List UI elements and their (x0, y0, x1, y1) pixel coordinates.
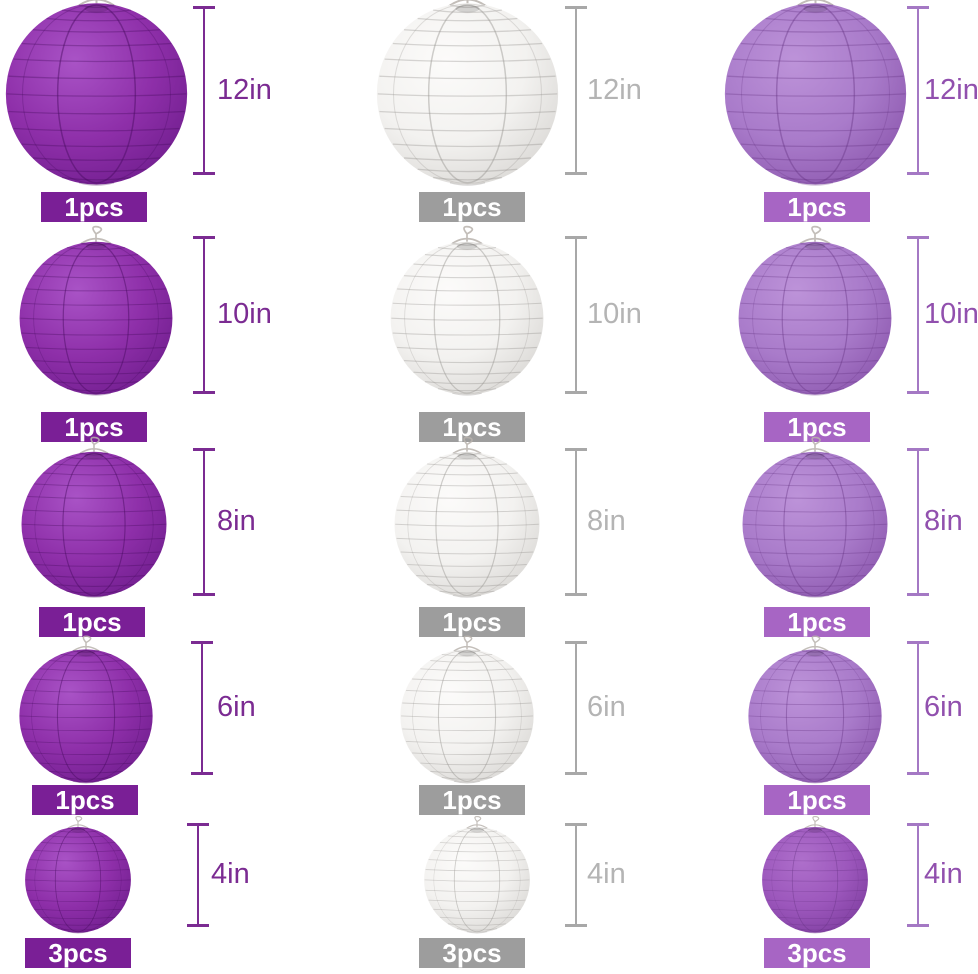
quantity-badge: 1pcs (32, 785, 138, 815)
size-label: 6in (587, 691, 626, 723)
height-ruler (565, 448, 587, 596)
height-ruler (187, 823, 209, 927)
quantity-badge: 1pcs (764, 785, 870, 815)
light-purple-lantern-image (762, 815, 868, 934)
quantity-badge: 3pcs (764, 938, 870, 968)
height-ruler (907, 6, 929, 175)
light-purple-lantern-image (724, 0, 906, 187)
lantern-cell: 12in 1pcs (326, 0, 652, 228)
size-label: 4in (924, 858, 963, 890)
height-ruler (565, 823, 587, 927)
height-ruler (565, 236, 587, 394)
height-ruler (565, 641, 587, 775)
lantern-cell: 6in 1pcs (326, 635, 652, 820)
quantity-badge: 1pcs (764, 192, 870, 222)
dark-purple-lantern-image (19, 225, 173, 396)
height-ruler (907, 448, 929, 596)
size-label: 10in (217, 298, 272, 330)
light-purple-lantern-image (748, 635, 882, 784)
lantern-cell: 4in 3pcs (326, 815, 652, 974)
size-label: 12in (587, 73, 642, 106)
size-label: 10in (587, 298, 642, 330)
size-label: 4in (211, 858, 250, 890)
lantern-cell: 8in 1pcs (0, 436, 326, 640)
quantity-badge: 3pcs (25, 938, 131, 968)
quantity-badge: 1pcs (419, 607, 525, 637)
lantern-cell: 12in 1pcs (0, 0, 326, 228)
white-lantern-image (376, 0, 558, 187)
light-purple-lantern-image (738, 225, 892, 396)
size-label: 4in (587, 858, 626, 890)
white-lantern-image (400, 635, 534, 784)
dark-purple-lantern-image (25, 815, 131, 934)
white-lantern-image (390, 225, 544, 396)
lantern-cell: 4in 3pcs (652, 815, 978, 974)
lantern-cell: 12in 1pcs (652, 0, 978, 228)
quantity-badge: 1pcs (41, 412, 147, 442)
lantern-cell: 8in 1pcs (652, 436, 978, 640)
height-ruler (191, 641, 213, 775)
height-ruler (907, 641, 929, 775)
light-purple-lantern-image (742, 436, 888, 598)
size-label: 12in (217, 73, 272, 106)
height-ruler (907, 823, 929, 927)
dark-purple-lantern-image (19, 635, 153, 784)
lantern-cell: 6in 1pcs (0, 635, 326, 820)
dark-purple-lantern-image (21, 436, 167, 598)
height-ruler (907, 236, 929, 394)
size-label: 12in (924, 73, 978, 106)
lantern-cell: 8in 1pcs (326, 436, 652, 640)
height-ruler (565, 6, 587, 175)
size-label: 6in (924, 691, 963, 723)
lantern-cell: 6in 1pcs (652, 635, 978, 820)
size-label: 10in (924, 298, 978, 330)
height-ruler (193, 236, 215, 394)
quantity-badge: 1pcs (419, 412, 525, 442)
quantity-badge: 1pcs (41, 192, 147, 222)
height-ruler (193, 448, 215, 596)
white-lantern-image (394, 436, 540, 598)
height-ruler (193, 6, 215, 175)
quantity-badge: 3pcs (419, 938, 525, 968)
white-lantern-image (424, 815, 530, 934)
dark-purple-lantern-image (5, 0, 187, 187)
lantern-cell: 10in 1pcs (326, 225, 652, 447)
size-label: 8in (587, 505, 626, 537)
quantity-badge: 1pcs (419, 785, 525, 815)
size-label: 6in (217, 691, 256, 723)
size-label: 8in (217, 505, 256, 537)
size-label: 8in (924, 505, 963, 537)
lantern-cell: 4in 3pcs (0, 815, 326, 974)
quantity-badge: 1pcs (764, 607, 870, 637)
quantity-badge: 1pcs (39, 607, 145, 637)
quantity-badge: 1pcs (419, 192, 525, 222)
lantern-cell: 10in 1pcs (652, 225, 978, 447)
lantern-cell: 10in 1pcs (0, 225, 326, 447)
